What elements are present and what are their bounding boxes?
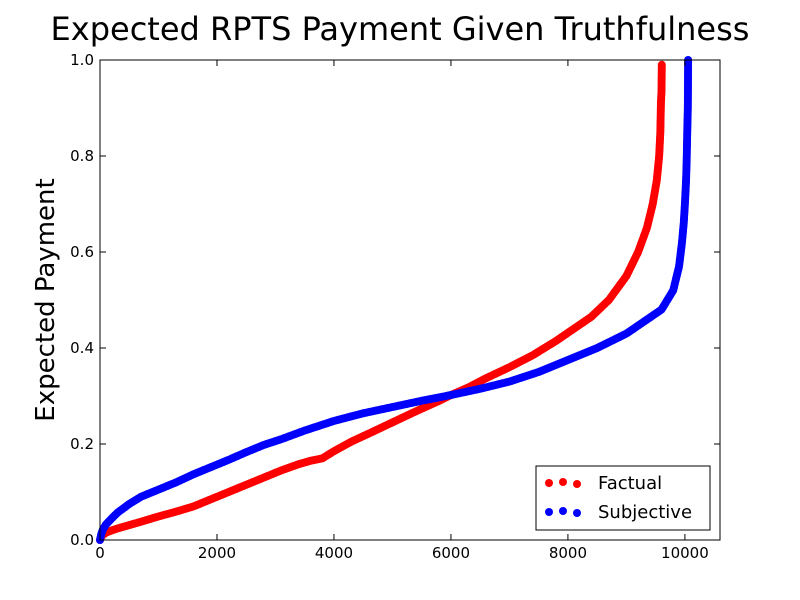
legend-marker-factual-2 [559, 478, 567, 486]
y-tick-label: 1.0 [70, 51, 94, 69]
y-tick-label: 0.2 [70, 435, 94, 453]
y-tick-label: 0.4 [70, 339, 94, 357]
legend-marker-factual-3 [573, 480, 581, 488]
x-tick-label: 6000 [432, 544, 470, 562]
y-tick-label: 0.8 [70, 147, 94, 165]
series-layer [96, 56, 693, 544]
y-tick-label: 0.6 [70, 243, 94, 261]
legend-label-subjective: Subjective [598, 502, 692, 523]
x-tick-label: 8000 [549, 544, 587, 562]
x-tick-label: 10000 [661, 544, 709, 562]
x-tick-label: 0 [95, 544, 105, 562]
legend-marker-factual-1 [545, 479, 553, 487]
data-point [657, 60, 666, 69]
axes-layer: 0 2000 4000 6000 8000 10000 0.0 0.2 0.4 0.6 0.8 1.0 [70, 51, 721, 562]
legend: Factual Subjective [535, 465, 711, 531]
x-tick-label: 4000 [315, 544, 353, 562]
y-tick-label: 0.0 [70, 531, 94, 549]
chart-title: Expected RPTS Payment Given Truthfulness [51, 10, 750, 48]
x-tick-label: 2000 [198, 544, 236, 562]
legend-box [535, 465, 711, 531]
legend-label-factual: Factual [598, 473, 662, 494]
series-factual [96, 60, 666, 544]
legend-marker-subjective-3 [573, 509, 581, 517]
legend-marker-subjective-2 [559, 507, 567, 515]
plot-frame [99, 59, 721, 541]
y-axis-label: Expected Payment [31, 178, 61, 421]
series-subjective [96, 56, 693, 544]
legend-marker-subjective-1 [545, 508, 553, 516]
